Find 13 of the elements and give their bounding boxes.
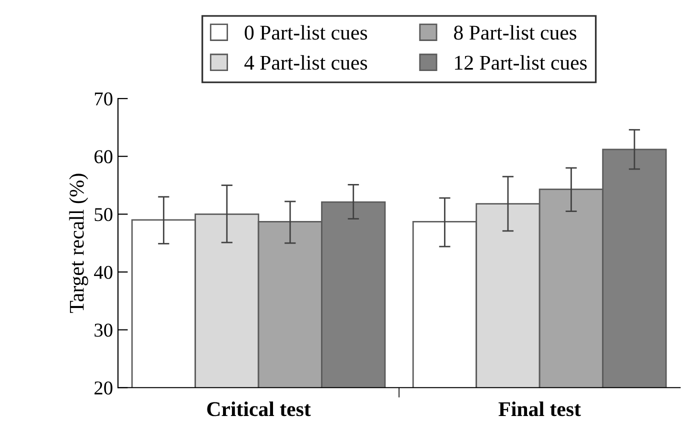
x-tick-label: Final test [498,402,581,416]
legend-label: 4 Part-list cues [244,55,368,70]
y-tick-label: 30 [94,324,112,337]
y-axis-title: Target recall (%) [69,174,88,313]
legend-label: 12 Part-list cues [455,55,587,70]
y-tick-label: 50 [94,208,112,222]
legend-label: 8 Part-list cues [454,25,576,40]
y-tick-label: 70 [94,92,112,106]
y-tick-label: 20 [94,381,112,395]
legend-label: 0 Part-list cues [244,25,368,40]
x-tick-label: Critical test [207,402,311,416]
y-tick-label: 60 [94,150,112,164]
y-tick-label: 40 [94,266,112,279]
